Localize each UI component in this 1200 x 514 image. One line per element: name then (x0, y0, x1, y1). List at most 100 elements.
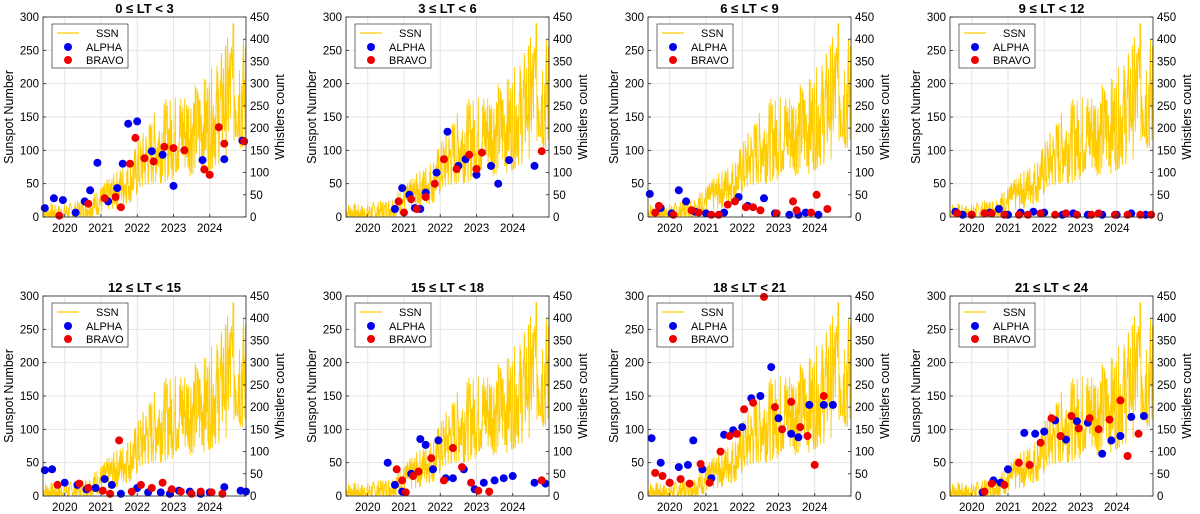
point-bravo (477, 148, 486, 157)
left-tick-label: 100 (323, 145, 342, 157)
point-bravo (1000, 480, 1009, 489)
x-tick-label: 2022 (124, 502, 150, 514)
right-tick-label: 200 (250, 123, 269, 135)
left-tick-label: 0 (638, 212, 644, 224)
left-tick-label: 150 (323, 391, 342, 403)
legend-bravo-swatch (669, 335, 677, 343)
panel-3: 2020 2021 2022 2023 2024 0 50 100 150 200 250 300 0 5… (909, 1, 1194, 235)
right-tick-label: 200 (553, 123, 572, 135)
right-tick-label: 300 (855, 358, 874, 370)
point-bravo (1094, 209, 1103, 218)
right-tick-label: 250 (250, 101, 269, 113)
left-tick-label: 300 (927, 12, 946, 24)
point-bravo (1123, 210, 1132, 219)
point-bravo (1147, 210, 1156, 219)
point-bravo (1014, 458, 1023, 467)
point-bravo (760, 292, 768, 301)
point-bravo (240, 137, 249, 146)
right-tick-label: 450 (1157, 12, 1176, 24)
left-tick-label: 50 (329, 179, 342, 191)
point-alpha (1072, 417, 1081, 426)
point-bravo (787, 397, 796, 406)
right-tick-label: 250 (250, 380, 269, 392)
point-bravo (467, 478, 476, 487)
panel-4: 2020 2021 2022 2023 2024 0 50 100 150 200 250 300 0 5… (2, 280, 287, 514)
panel-title: 18 ≤ LT < 21 (713, 280, 786, 295)
right-tick-label: 150 (1157, 145, 1176, 157)
point-bravo (55, 211, 64, 220)
left-tick-label: 250 (323, 324, 342, 336)
point-bravo (716, 447, 725, 456)
x-tick-label: 2020 (355, 223, 381, 235)
point-bravo (98, 486, 107, 495)
right-tick-label: 100 (1157, 168, 1176, 180)
left-tick-label: 250 (625, 45, 644, 57)
x-tick-label: 2024 (1104, 502, 1130, 514)
left-tick-label: 300 (20, 291, 39, 303)
point-bravo (158, 478, 167, 487)
legend-alpha-label: ALPHA (691, 42, 728, 54)
point-bravo (84, 199, 93, 208)
point-alpha (421, 440, 430, 449)
point-alpha (674, 463, 683, 472)
point-alpha (479, 478, 488, 487)
right-tick-label: 100 (250, 447, 269, 459)
x-tick-label: 2022 (1031, 223, 1057, 235)
legend-bravo-swatch (971, 56, 979, 64)
point-bravo (1047, 414, 1056, 423)
x-tick-label: 2022 (124, 223, 150, 235)
right-tick-label: 400 (250, 313, 269, 325)
left-tick-label: 250 (20, 45, 39, 57)
point-alpha (756, 392, 765, 400)
point-bravo (1062, 209, 1070, 218)
point-bravo (392, 465, 401, 474)
point-bravo (400, 208, 408, 217)
left-axis-label: Sunspot Number (607, 349, 621, 443)
point-alpha (530, 161, 539, 170)
point-bravo (654, 201, 663, 210)
point-bravo (1014, 210, 1023, 219)
x-tick-label: 2023 (464, 502, 490, 514)
point-alpha (107, 480, 116, 489)
left-tick-label: 50 (631, 458, 644, 470)
point-alpha (494, 179, 503, 188)
point-bravo (732, 429, 741, 438)
legend-bravo-label: BRAVO (691, 55, 729, 67)
point-bravo (723, 200, 732, 209)
point-alpha (472, 170, 481, 179)
point-alpha (100, 475, 109, 484)
right-tick-label: 350 (553, 335, 572, 347)
point-alpha (390, 205, 399, 213)
left-tick-label: 0 (940, 491, 946, 503)
x-tick-label: 2020 (657, 223, 683, 235)
left-axis-label: Sunspot Number (305, 349, 319, 443)
left-axis-label: Sunspot Number (607, 70, 621, 164)
x-tick-label: 2022 (729, 502, 755, 514)
point-alpha (760, 194, 768, 203)
point-alpha (124, 119, 133, 128)
point-alpha (1127, 412, 1136, 421)
right-tick-label: 50 (1157, 190, 1170, 202)
point-alpha (220, 155, 229, 164)
point-alpha (508, 472, 517, 480)
panel-5: 2020 2021 2022 2023 2024 0 50 100 150 200 250 300 0 5… (305, 280, 590, 514)
legend-ssn-label: SSN (96, 307, 119, 319)
x-tick-label: 2024 (500, 223, 526, 235)
right-tick-label: 50 (855, 190, 868, 202)
legend-ssn-label: SSN (399, 307, 422, 319)
point-bravo (669, 210, 678, 219)
x-tick-label: 2023 (766, 223, 792, 235)
point-bravo (409, 472, 418, 480)
left-tick-label: 150 (927, 112, 946, 124)
point-bravo (394, 197, 403, 206)
right-tick-label: 400 (553, 34, 572, 46)
legend-ssn-label: SSN (701, 307, 724, 319)
right-axis-label: Whistlers count (576, 74, 590, 160)
x-tick-label: 2020 (355, 502, 381, 514)
left-tick-label: 100 (20, 424, 39, 436)
point-alpha (48, 465, 57, 474)
point-alpha (383, 458, 392, 467)
x-tick-label: 2023 (161, 502, 187, 514)
left-tick-label: 0 (336, 212, 342, 224)
legend-bravo-swatch (669, 56, 677, 64)
